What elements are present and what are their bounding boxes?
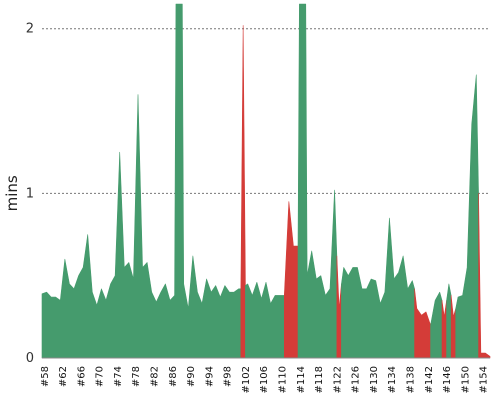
x-tick-label: #86 [168, 366, 179, 387]
duration-areas [41, 3, 491, 359]
x-tick-label: #94 [204, 366, 215, 387]
fail-area-segment [240, 25, 246, 359]
x-tick-labels: #58 #62 #66 #70 #74 #78 #82 #86 #90 #94 #98 #102 #10… [40, 366, 490, 393]
x-tick-label: #146 [442, 366, 453, 393]
x-tick-label: #62 [58, 366, 69, 387]
x-tick-label: #98 [223, 366, 234, 387]
x-tick-label: #138 [406, 366, 417, 393]
fail-area-segment [450, 295, 457, 359]
y-tick-labels: 0 1 2 [26, 22, 34, 366]
x-tick-label: #150 [460, 366, 471, 393]
x-tick-label: #114 [296, 366, 307, 393]
pass-area-segment [245, 281, 285, 359]
x-tick-label: #70 [95, 366, 106, 387]
x-tick-label: #82 [150, 366, 161, 387]
fail-area-segment [283, 201, 299, 359]
y-tick-label: 1 [26, 186, 34, 201]
pass-area-segment [430, 291, 443, 359]
x-tick-label: #118 [314, 366, 325, 393]
x-tick-label: #110 [278, 366, 289, 393]
x-tick-label: #78 [131, 366, 142, 387]
x-tick-label: #106 [259, 366, 270, 393]
x-tick-label: #74 [113, 366, 124, 387]
fail-area-segment [336, 255, 342, 359]
y-gridlines [42, 28, 490, 194]
x-tick-label: #142 [424, 366, 435, 393]
fail-area-segment [478, 193, 491, 359]
pass-area-segment [446, 283, 452, 359]
x-tick-label: #134 [387, 366, 398, 393]
pass-area-segment [297, 3, 338, 359]
x-tick-label: #130 [369, 366, 380, 393]
pass-area-segment [41, 3, 242, 359]
fail-area-segment [441, 300, 447, 359]
y-axis-title: mins [3, 175, 21, 211]
x-tick-label: #66 [76, 366, 87, 387]
y-tick-label: 0 [26, 351, 34, 366]
x-tick-label: #154 [479, 366, 490, 393]
x-tick-label: #90 [186, 366, 197, 387]
x-tick-label: #58 [40, 366, 51, 387]
pass-area-segment [341, 217, 415, 359]
x-tick-label: #126 [351, 366, 362, 393]
x-tick-label: #122 [332, 366, 343, 393]
fail-area-segment [414, 288, 431, 359]
pass-area-segment [455, 74, 479, 359]
y-tick-label: 2 [26, 22, 34, 37]
x-tick-label: #102 [241, 366, 252, 393]
